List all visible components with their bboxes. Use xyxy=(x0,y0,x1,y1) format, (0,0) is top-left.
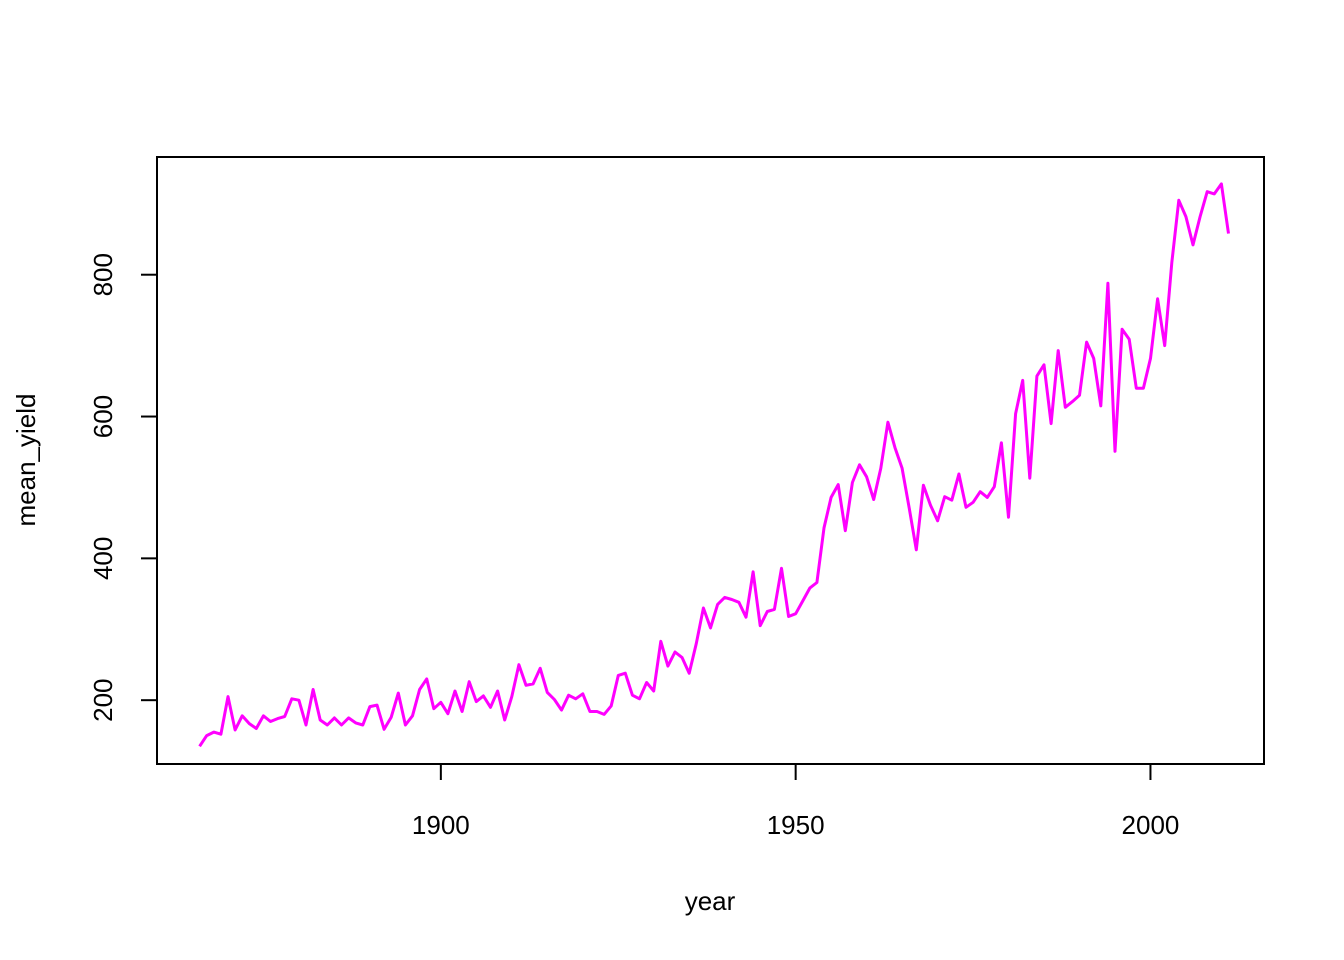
x-axis: 1900 1950 2000 xyxy=(412,763,1180,840)
y-tick-label: 800 xyxy=(88,253,118,296)
x-axis-label: year xyxy=(685,886,736,916)
x-tick-label: 1900 xyxy=(412,810,470,840)
plot-frame xyxy=(156,156,1265,765)
x-tick-label: 2000 xyxy=(1122,810,1180,840)
y-tick-label: 400 xyxy=(88,537,118,580)
y-tick-label: 600 xyxy=(88,395,118,438)
series-line-mean-yield xyxy=(198,182,1230,748)
y-tick-label: 200 xyxy=(88,678,118,721)
y-axis: 200 400 600 800 xyxy=(88,253,158,722)
x-tick-label: 1950 xyxy=(767,810,825,840)
y-axis-label: mean_yield xyxy=(11,394,41,527)
